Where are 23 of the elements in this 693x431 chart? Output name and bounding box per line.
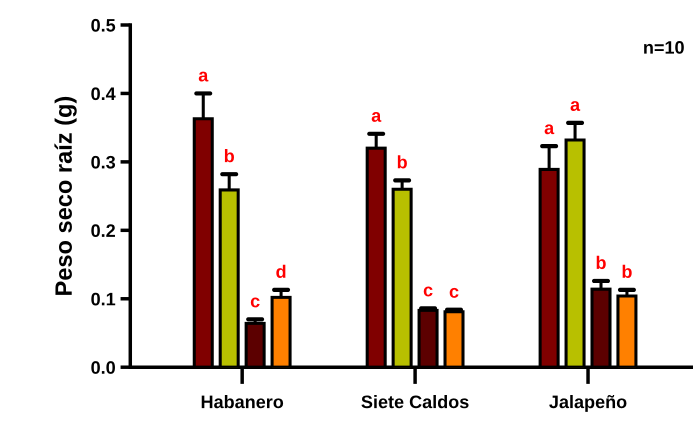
data-label: c	[450, 288, 459, 298]
annotation: n=10	[644, 41, 684, 54]
x-tick-label: Jalapeño	[549, 394, 626, 412]
y-tick-label: 0.1	[91, 292, 116, 306]
x-tick-label: Habanero	[202, 394, 284, 408]
data-label: a	[198, 72, 208, 82]
data-label: b	[398, 155, 407, 168]
data-label: a	[544, 124, 554, 134]
y-tick-label: 0.4	[91, 87, 116, 100]
y-tick-label: 0.5	[91, 18, 116, 32]
y-axis-title: Peso seco raíz (g)	[54, 96, 77, 295]
data-label: b	[596, 256, 606, 270]
data-label: a	[570, 101, 580, 111]
y-tick-label: 0.3	[91, 156, 116, 169]
data-label: a	[372, 112, 382, 122]
y-tick-label: 0.2	[91, 224, 115, 238]
data-label: b	[622, 264, 632, 278]
data-label: b	[224, 149, 234, 162]
y-tick-label: 0.0	[91, 361, 115, 374]
data-label: c	[424, 286, 433, 296]
data-label: d	[276, 264, 286, 278]
data-label: c	[250, 298, 260, 308]
x-tick-label: Siete Caldos	[361, 394, 469, 408]
